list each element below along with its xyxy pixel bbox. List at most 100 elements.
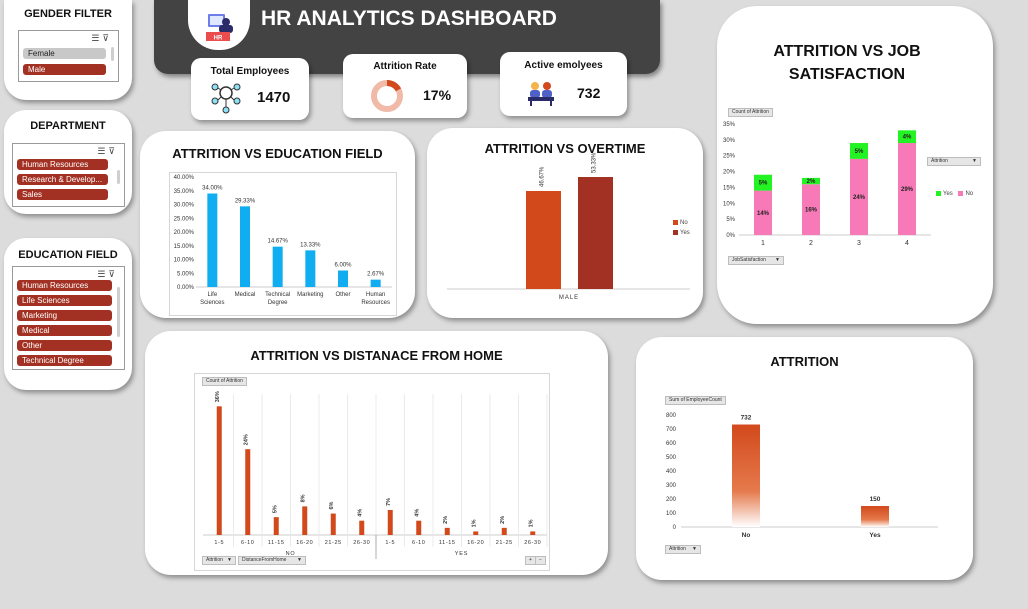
distance-bar: [473, 531, 479, 535]
distance-x-label: 11-15: [268, 540, 285, 546]
job-satisfaction-legend: Yes No: [936, 191, 973, 197]
education-plot-frame: 0.00% 5.00% 10.00% 15.00% 20.00% 25.00% 30.00%…: [169, 172, 397, 316]
education-x-label: Marketing: [297, 292, 323, 298]
job-satisfaction-y-tick: 15%: [723, 185, 736, 191]
distance-data-label: 1%: [472, 519, 478, 527]
distance-bar: [273, 517, 279, 535]
distance-data-label: 6%: [329, 501, 335, 509]
distance-collapse-button[interactable]: −: [535, 556, 546, 565]
education-slicer-item-marketing[interactable]: Marketing: [17, 310, 112, 321]
education-slicer-item-life-sciences[interactable]: Life Sciences: [17, 295, 112, 306]
overtime-legend: No Yes: [673, 220, 690, 236]
distance-data-label: 1%: [529, 519, 535, 527]
education-slicer-card: EDUCATION FIELD ☰⊽ Human Resources Life S…: [4, 238, 132, 390]
attrition-y-tick: 500: [666, 455, 677, 461]
attrition-chart-title: ATTRITION: [770, 354, 839, 369]
attrition-y-tick: 100: [666, 511, 677, 517]
job-satisfaction-label-yes: 5%: [855, 149, 864, 155]
distance-bar: [330, 513, 336, 535]
gender-slicer-title: GENDER FILTER: [24, 8, 112, 20]
job-satisfaction-y-tick: 35%: [723, 122, 736, 128]
education-bar: [305, 250, 316, 287]
education-x-label: Resources: [361, 300, 390, 306]
attrition-donut: [369, 78, 405, 114]
distance-bar: [501, 527, 507, 535]
department-slicer-item-human-resources[interactable]: Human Resources: [17, 159, 108, 170]
education-y-tick: 5.00%: [177, 271, 195, 277]
education-slicer-item-technical-degree[interactable]: Technical Degree: [17, 355, 112, 366]
distance-x-label: 1-5: [214, 540, 224, 546]
job-satisfaction-attrition-filter[interactable]: Attrition ▼: [927, 157, 981, 166]
overtime-bar-yes: [578, 177, 613, 289]
distance-x-label: 16-20: [296, 540, 313, 546]
distance-bar: [359, 520, 365, 535]
multiselect-clear-filter-icons[interactable]: ☰⊽: [97, 269, 118, 279]
job-satisfaction-chart-svg: 0% 5% 10% 15% 20% 25% 30% 35% 14% 5% 1 16% 2% 2 24% 5% 3…: [723, 122, 931, 247]
attrition-y-tick: 0: [673, 525, 677, 531]
distance-chart-title: ATTRITION VS DISTANACE FROM HOME: [250, 348, 503, 363]
attrition-bar-yes: [861, 506, 889, 527]
education-chart-card: ATTRITION VS EDUCATION FIELD 0.00% 5.00% 1…: [140, 131, 415, 318]
distance-x-label: 21-25: [325, 540, 342, 546]
distance-bar: [302, 506, 308, 535]
job-satisfaction-y-tick: 5%: [726, 217, 735, 223]
education-bar: [272, 246, 283, 287]
education-slicer-item-other[interactable]: Other: [17, 340, 112, 351]
distance-data-label: 36%: [215, 391, 221, 402]
distance-attrition-filter[interactable]: Attrition ▼: [202, 556, 236, 565]
attrition-x-label: No: [742, 532, 751, 539]
multiselect-clear-filter-icons[interactable]: ☰⊽: [91, 33, 112, 43]
department-slicer-item-research-develop[interactable]: Research & Develop...: [17, 174, 108, 185]
distance-distancefromhome-filter[interactable]: DistanceFromHome ▼: [238, 556, 306, 565]
job-satisfaction-legend-no: No: [958, 191, 973, 197]
job-satisfaction-label-yes: 2%: [807, 179, 816, 185]
job-satisfaction-chart-card: ATTRITION VS JOB SATISFACTION Count of A…: [717, 6, 993, 324]
education-x-label: Sciences: [200, 300, 224, 306]
multiselect-clear-filter-icons[interactable]: ☰⊽: [97, 146, 118, 156]
overtime-data-label: 46.67%: [540, 166, 546, 187]
kpi-active-employees-value: 732: [577, 85, 601, 101]
job-satisfaction-x-label: 1: [761, 240, 765, 247]
education-x-label: Technical: [265, 292, 290, 298]
distance-data-label: 2%: [443, 516, 449, 524]
job-satisfaction-y-tick: 20%: [723, 170, 736, 176]
gender-slicer-item-female[interactable]: Female: [23, 48, 106, 59]
education-slicer-item-human-resources[interactable]: Human Resources: [17, 280, 112, 291]
distance-bar: [416, 520, 422, 535]
education-x-label: Life: [207, 292, 217, 298]
job-satisfaction-y-tick: 25%: [723, 154, 736, 160]
attrition-data-label: 732: [741, 415, 752, 422]
education-slicer-item-medical[interactable]: Medical: [17, 325, 112, 336]
education-x-label: Degree: [268, 300, 288, 306]
distance-data-label: 4%: [358, 509, 364, 517]
education-y-tick: 20.00%: [174, 230, 195, 236]
job-satisfaction-y-tick: 10%: [723, 201, 736, 207]
job-satisfaction-x-label: 4: [905, 240, 909, 247]
attrition-value-field[interactable]: Sum of EmployeeCount: [665, 396, 726, 405]
overtime-chart-title: ATTRITION VS OVERTIME: [484, 141, 646, 156]
attrition-filter-button[interactable]: Attrition ▼: [665, 545, 701, 554]
overtime-x-label: MALE: [559, 295, 579, 301]
gender-slicer-item-male[interactable]: Male: [23, 64, 106, 75]
department-slicer: ☰⊽ Human Resources Research & Develop... S…: [12, 143, 125, 207]
education-bar: [207, 193, 218, 287]
job-satisfaction-bar-no: [754, 190, 772, 235]
distance-bar: [216, 406, 222, 535]
job-satisfaction-x-label: 2: [809, 240, 813, 247]
distance-x-label: 26-30: [524, 540, 541, 546]
attrition-y-tick: 400: [666, 469, 677, 475]
hr-logo-text: HR: [214, 36, 223, 42]
job-satisfaction-axis-field[interactable]: JobSatisfaction ▼: [728, 256, 784, 265]
distance-bar: [245, 449, 251, 535]
distance-x-label: 6-10: [241, 540, 254, 546]
overtime-legend-no: No: [673, 220, 690, 226]
department-slicer-item-sales[interactable]: Sales: [17, 189, 108, 200]
job-satisfaction-bar-yes: [850, 143, 868, 159]
attrition-y-tick: 700: [666, 427, 677, 433]
distance-x-label: 6-10: [412, 540, 425, 546]
distance-value-field[interactable]: Count of Attrition: [202, 377, 247, 386]
kpi-active-employees-label: Active emolyees: [524, 60, 603, 71]
education-slicer: ☰⊽ Human Resources Life Sciences Marketing…: [12, 266, 125, 370]
dashboard-title: HR ANALYTICS DASHBOARD: [261, 7, 557, 30]
job-satisfaction-value-field[interactable]: Count of Attrition: [728, 108, 773, 117]
